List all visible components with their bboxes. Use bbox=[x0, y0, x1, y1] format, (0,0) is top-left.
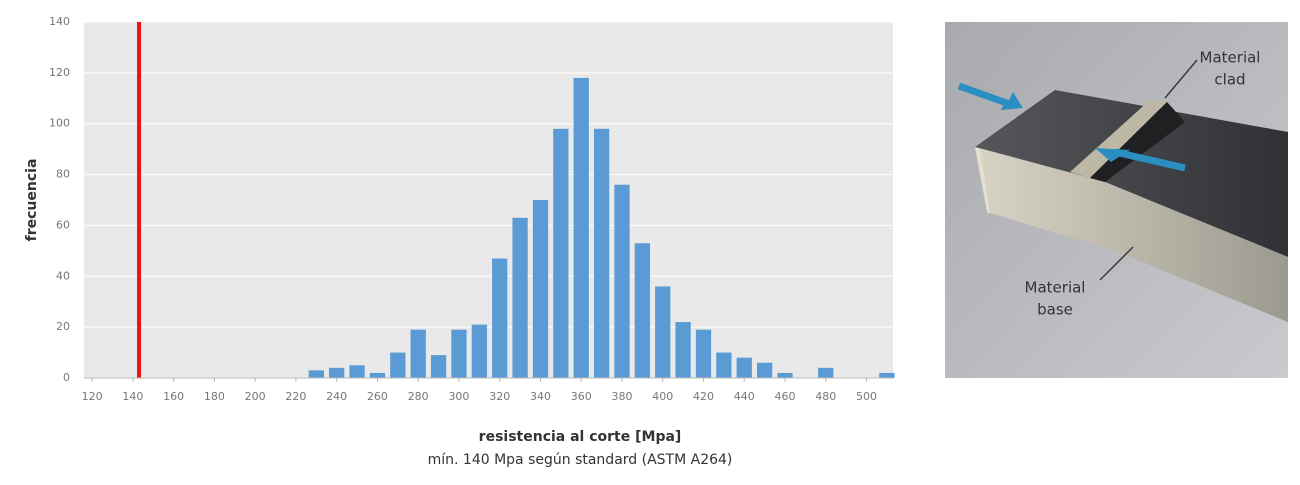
bar bbox=[410, 329, 426, 378]
bar bbox=[430, 355, 447, 378]
bar bbox=[716, 352, 732, 378]
x-tick-label: 200 bbox=[245, 390, 266, 403]
x-tick-label: 340 bbox=[530, 390, 551, 403]
x-tick-label: 240 bbox=[326, 390, 347, 403]
bar bbox=[471, 324, 487, 378]
y-tick-label: 140 bbox=[49, 15, 70, 28]
bar bbox=[879, 372, 895, 378]
photo-label: clad bbox=[1214, 71, 1245, 89]
x-tick-label: 360 bbox=[571, 390, 592, 403]
bar bbox=[777, 372, 793, 378]
x-tick-label: 260 bbox=[367, 390, 388, 403]
y-tick-label: 60 bbox=[56, 218, 70, 231]
y-tick-label: 80 bbox=[56, 168, 70, 181]
bar bbox=[451, 329, 467, 378]
x-tick-label: 320 bbox=[489, 390, 510, 403]
y-tick-label: 100 bbox=[49, 117, 70, 130]
y-tick-label: 120 bbox=[49, 66, 70, 79]
x-tick-label: 400 bbox=[652, 390, 673, 403]
x-tick-label: 180 bbox=[204, 390, 225, 403]
bar bbox=[614, 184, 630, 378]
x-tick-label: 120 bbox=[82, 390, 103, 403]
x-tick-label: 220 bbox=[285, 390, 306, 403]
bar bbox=[349, 365, 365, 378]
bar bbox=[675, 322, 691, 378]
photo-label: Material bbox=[1200, 49, 1261, 67]
y-axis-label: frecuencia bbox=[24, 159, 40, 242]
x-tick-label: 480 bbox=[815, 390, 836, 403]
bar bbox=[308, 370, 324, 378]
bar bbox=[634, 243, 650, 378]
bar bbox=[390, 352, 406, 378]
bar bbox=[512, 217, 528, 378]
bar bbox=[736, 357, 752, 378]
x-tick-label: 160 bbox=[163, 390, 184, 403]
bar bbox=[532, 200, 549, 378]
photo-label: Material bbox=[1025, 279, 1086, 297]
x-tick-label: 420 bbox=[693, 390, 714, 403]
photo bbox=[945, 22, 1288, 378]
bar bbox=[655, 286, 671, 378]
y-tick-label: 20 bbox=[56, 320, 70, 333]
photo-label: base bbox=[1037, 301, 1073, 319]
x-tick-label: 300 bbox=[448, 390, 469, 403]
bar bbox=[695, 329, 712, 378]
x-tick-label: 460 bbox=[774, 390, 795, 403]
x-tick-label: 140 bbox=[122, 390, 143, 403]
bar bbox=[329, 367, 345, 378]
bar bbox=[553, 128, 569, 378]
x-tick-label: 280 bbox=[408, 390, 429, 403]
x-tick-label: 440 bbox=[734, 390, 755, 403]
x-tick-label: 500 bbox=[856, 390, 877, 403]
bar bbox=[573, 77, 589, 378]
bar bbox=[593, 128, 610, 378]
bar bbox=[492, 258, 508, 378]
y-tick-label: 40 bbox=[56, 269, 70, 282]
x-axis-label: resistencia al corte [Mpa] bbox=[479, 429, 682, 445]
bar bbox=[756, 362, 773, 378]
plot-area bbox=[84, 22, 893, 378]
bar bbox=[818, 367, 834, 378]
y-tick-label: 0 bbox=[63, 371, 70, 384]
bar bbox=[369, 372, 386, 378]
note: mín. 140 Mpa según standard (ASTM A264) bbox=[428, 452, 733, 468]
x-tick-label: 380 bbox=[611, 390, 632, 403]
